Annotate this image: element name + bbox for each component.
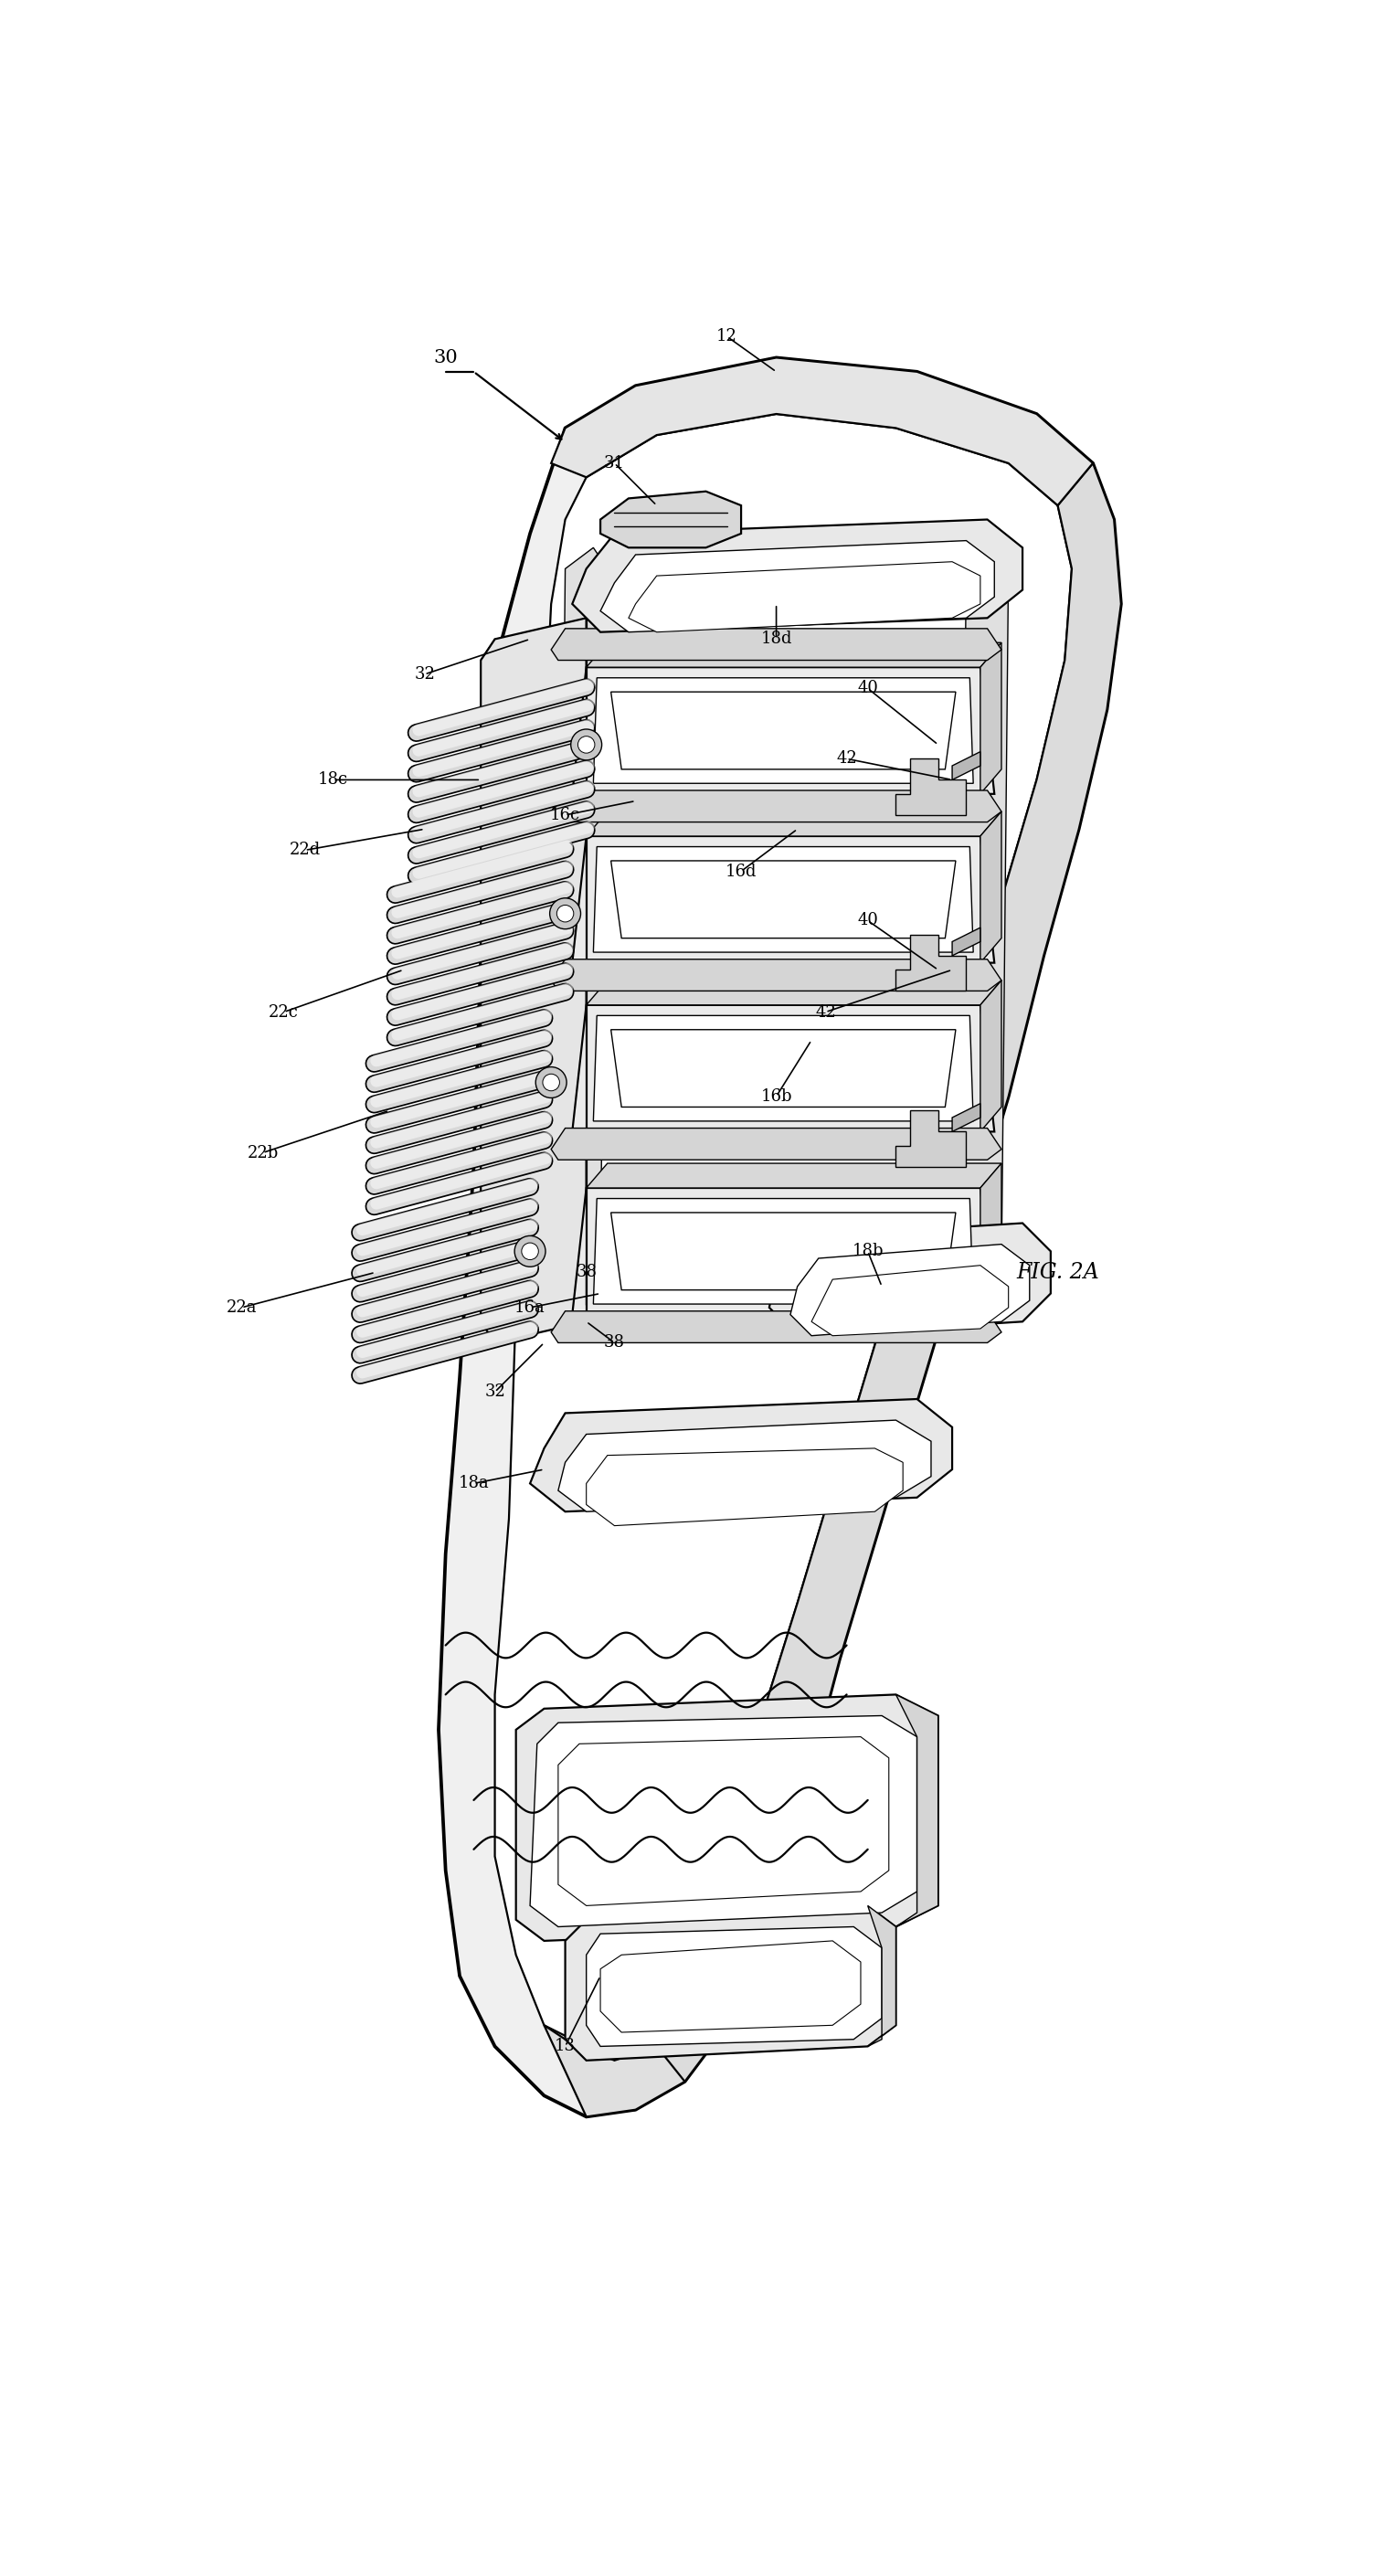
Polygon shape: [636, 464, 1121, 2110]
Polygon shape: [952, 927, 980, 956]
Polygon shape: [769, 1224, 1051, 1337]
Text: 30: 30: [433, 348, 457, 366]
Text: 16d: 16d: [726, 863, 756, 878]
Polygon shape: [611, 693, 956, 770]
Polygon shape: [586, 811, 1001, 837]
Text: 18c: 18c: [317, 773, 348, 788]
Text: 32: 32: [414, 667, 435, 683]
Polygon shape: [516, 1695, 938, 1940]
Circle shape: [521, 1242, 538, 1260]
Polygon shape: [980, 1164, 1001, 1314]
Polygon shape: [868, 1906, 896, 2045]
Polygon shape: [572, 1188, 994, 1314]
Polygon shape: [572, 667, 994, 793]
Circle shape: [514, 1236, 545, 1267]
Text: 38: 38: [604, 1334, 625, 1350]
Circle shape: [556, 904, 573, 922]
Text: 22a: 22a: [226, 1298, 257, 1316]
Text: 16a: 16a: [514, 1298, 545, 1316]
Polygon shape: [439, 358, 1121, 2117]
Polygon shape: [586, 641, 1001, 667]
Text: 42: 42: [836, 750, 857, 768]
Polygon shape: [593, 848, 973, 953]
Text: 22b: 22b: [247, 1144, 278, 1162]
Polygon shape: [558, 1419, 931, 1512]
Text: 38: 38: [576, 1265, 597, 1280]
Polygon shape: [551, 958, 1001, 992]
Polygon shape: [593, 1198, 973, 1303]
Polygon shape: [980, 981, 1001, 1131]
Circle shape: [549, 899, 580, 930]
Polygon shape: [544, 2025, 685, 2117]
Polygon shape: [593, 677, 973, 783]
Polygon shape: [896, 1110, 966, 1167]
Polygon shape: [551, 791, 1001, 822]
Polygon shape: [586, 1164, 1001, 1188]
Polygon shape: [558, 1736, 889, 1906]
Polygon shape: [790, 1244, 1029, 1337]
Polygon shape: [600, 492, 741, 549]
Polygon shape: [495, 415, 1072, 2045]
Polygon shape: [611, 1030, 956, 1108]
Circle shape: [577, 737, 594, 752]
Polygon shape: [551, 629, 1001, 659]
Text: 40: 40: [857, 912, 878, 930]
Text: 13: 13: [555, 2038, 576, 2056]
Polygon shape: [572, 520, 1022, 631]
Polygon shape: [611, 860, 956, 938]
Polygon shape: [586, 1927, 882, 2045]
Polygon shape: [980, 641, 1001, 793]
Polygon shape: [551, 1128, 1001, 1159]
Polygon shape: [572, 1005, 994, 1131]
Text: FIG. 2A: FIG. 2A: [1016, 1262, 1099, 1283]
Text: 16c: 16c: [549, 806, 580, 824]
Polygon shape: [481, 618, 586, 1342]
Circle shape: [542, 1074, 559, 1090]
Text: 31: 31: [604, 456, 625, 471]
Polygon shape: [629, 562, 980, 631]
Text: 40: 40: [857, 680, 878, 696]
Circle shape: [570, 729, 601, 760]
Polygon shape: [551, 1311, 1001, 1342]
Polygon shape: [600, 541, 994, 631]
Text: 18a: 18a: [459, 1476, 489, 1492]
Polygon shape: [530, 1399, 952, 1512]
Text: 42: 42: [815, 1005, 836, 1020]
Polygon shape: [565, 1906, 896, 2061]
Polygon shape: [586, 1448, 903, 1525]
Text: 18d: 18d: [761, 631, 793, 647]
Polygon shape: [558, 549, 607, 1293]
Polygon shape: [980, 811, 1001, 963]
Polygon shape: [611, 1213, 956, 1291]
Polygon shape: [952, 752, 980, 781]
Polygon shape: [896, 1695, 938, 1927]
Polygon shape: [896, 935, 966, 992]
Polygon shape: [572, 837, 994, 963]
Text: 32: 32: [484, 1383, 505, 1401]
Polygon shape: [600, 1940, 861, 2032]
Polygon shape: [593, 1015, 973, 1121]
Text: 18b: 18b: [851, 1244, 884, 1260]
Text: 16b: 16b: [761, 1087, 793, 1105]
Text: 22c: 22c: [268, 1005, 299, 1020]
Text: 12: 12: [717, 327, 738, 345]
Polygon shape: [586, 981, 1001, 1005]
Circle shape: [535, 1066, 566, 1097]
Polygon shape: [811, 1265, 1008, 1337]
Polygon shape: [551, 358, 1093, 505]
Polygon shape: [952, 1103, 980, 1131]
Polygon shape: [896, 760, 966, 814]
Polygon shape: [959, 549, 1008, 1293]
Polygon shape: [530, 1716, 917, 1927]
Text: 22d: 22d: [289, 842, 320, 858]
